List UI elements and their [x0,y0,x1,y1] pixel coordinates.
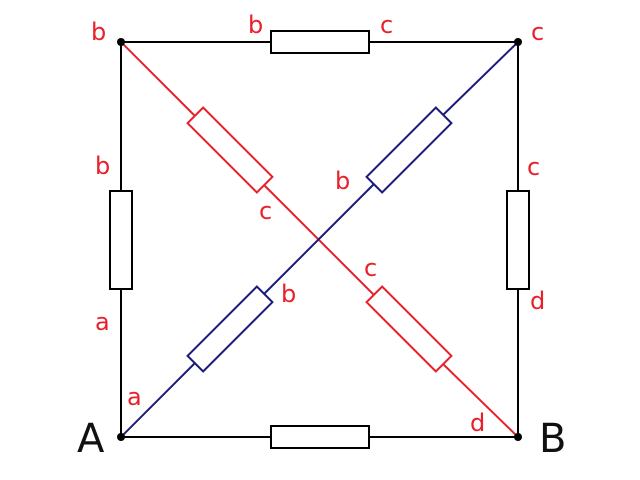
label-bottom-left-a: a [127,383,142,411]
resistor-right [506,190,530,290]
label-top-right-corner: c [531,18,544,46]
label-blue-diag-upper: b [335,167,350,195]
label-left-edge-bottom: a [95,308,110,336]
label-right-edge-bottom: d [530,287,545,315]
resistor-left [109,190,133,290]
label-top-left-corner: b [91,18,106,46]
blue-resistor-lower [186,285,274,373]
red-diagonal [120,41,519,438]
node-top-left [117,38,125,46]
label-right-edge-top: c [527,153,540,181]
red-wire-seg-1 [120,41,196,117]
label-bottom-right-d: d [470,409,485,437]
red-resistor-lower [365,285,453,373]
node-bottom-left [117,433,125,441]
label-top-edge-right: c [380,11,393,39]
resistor-top [270,30,370,54]
label-left-edge-top: b [95,152,110,180]
blue-wire-seg-2 [263,183,375,295]
blue-wire-seg-3 [442,41,519,116]
blue-diagonal [120,41,519,438]
node-bottom-right [514,433,522,441]
red-wire-seg-3 [442,363,519,438]
label-red-diag-lower: c [364,254,377,282]
terminal-label-a: A [77,416,105,462]
red-resistor-upper [186,106,274,194]
blue-wire-seg-1 [120,362,196,438]
label-blue-diag-lower: b [281,280,296,308]
resistor-bottom [270,425,370,449]
node-top-right [514,38,522,46]
terminal-label-b: B [539,416,566,462]
label-top-edge-left: b [248,11,263,39]
blue-resistor-upper [365,106,453,194]
label-red-diag-upper: c [259,197,272,225]
